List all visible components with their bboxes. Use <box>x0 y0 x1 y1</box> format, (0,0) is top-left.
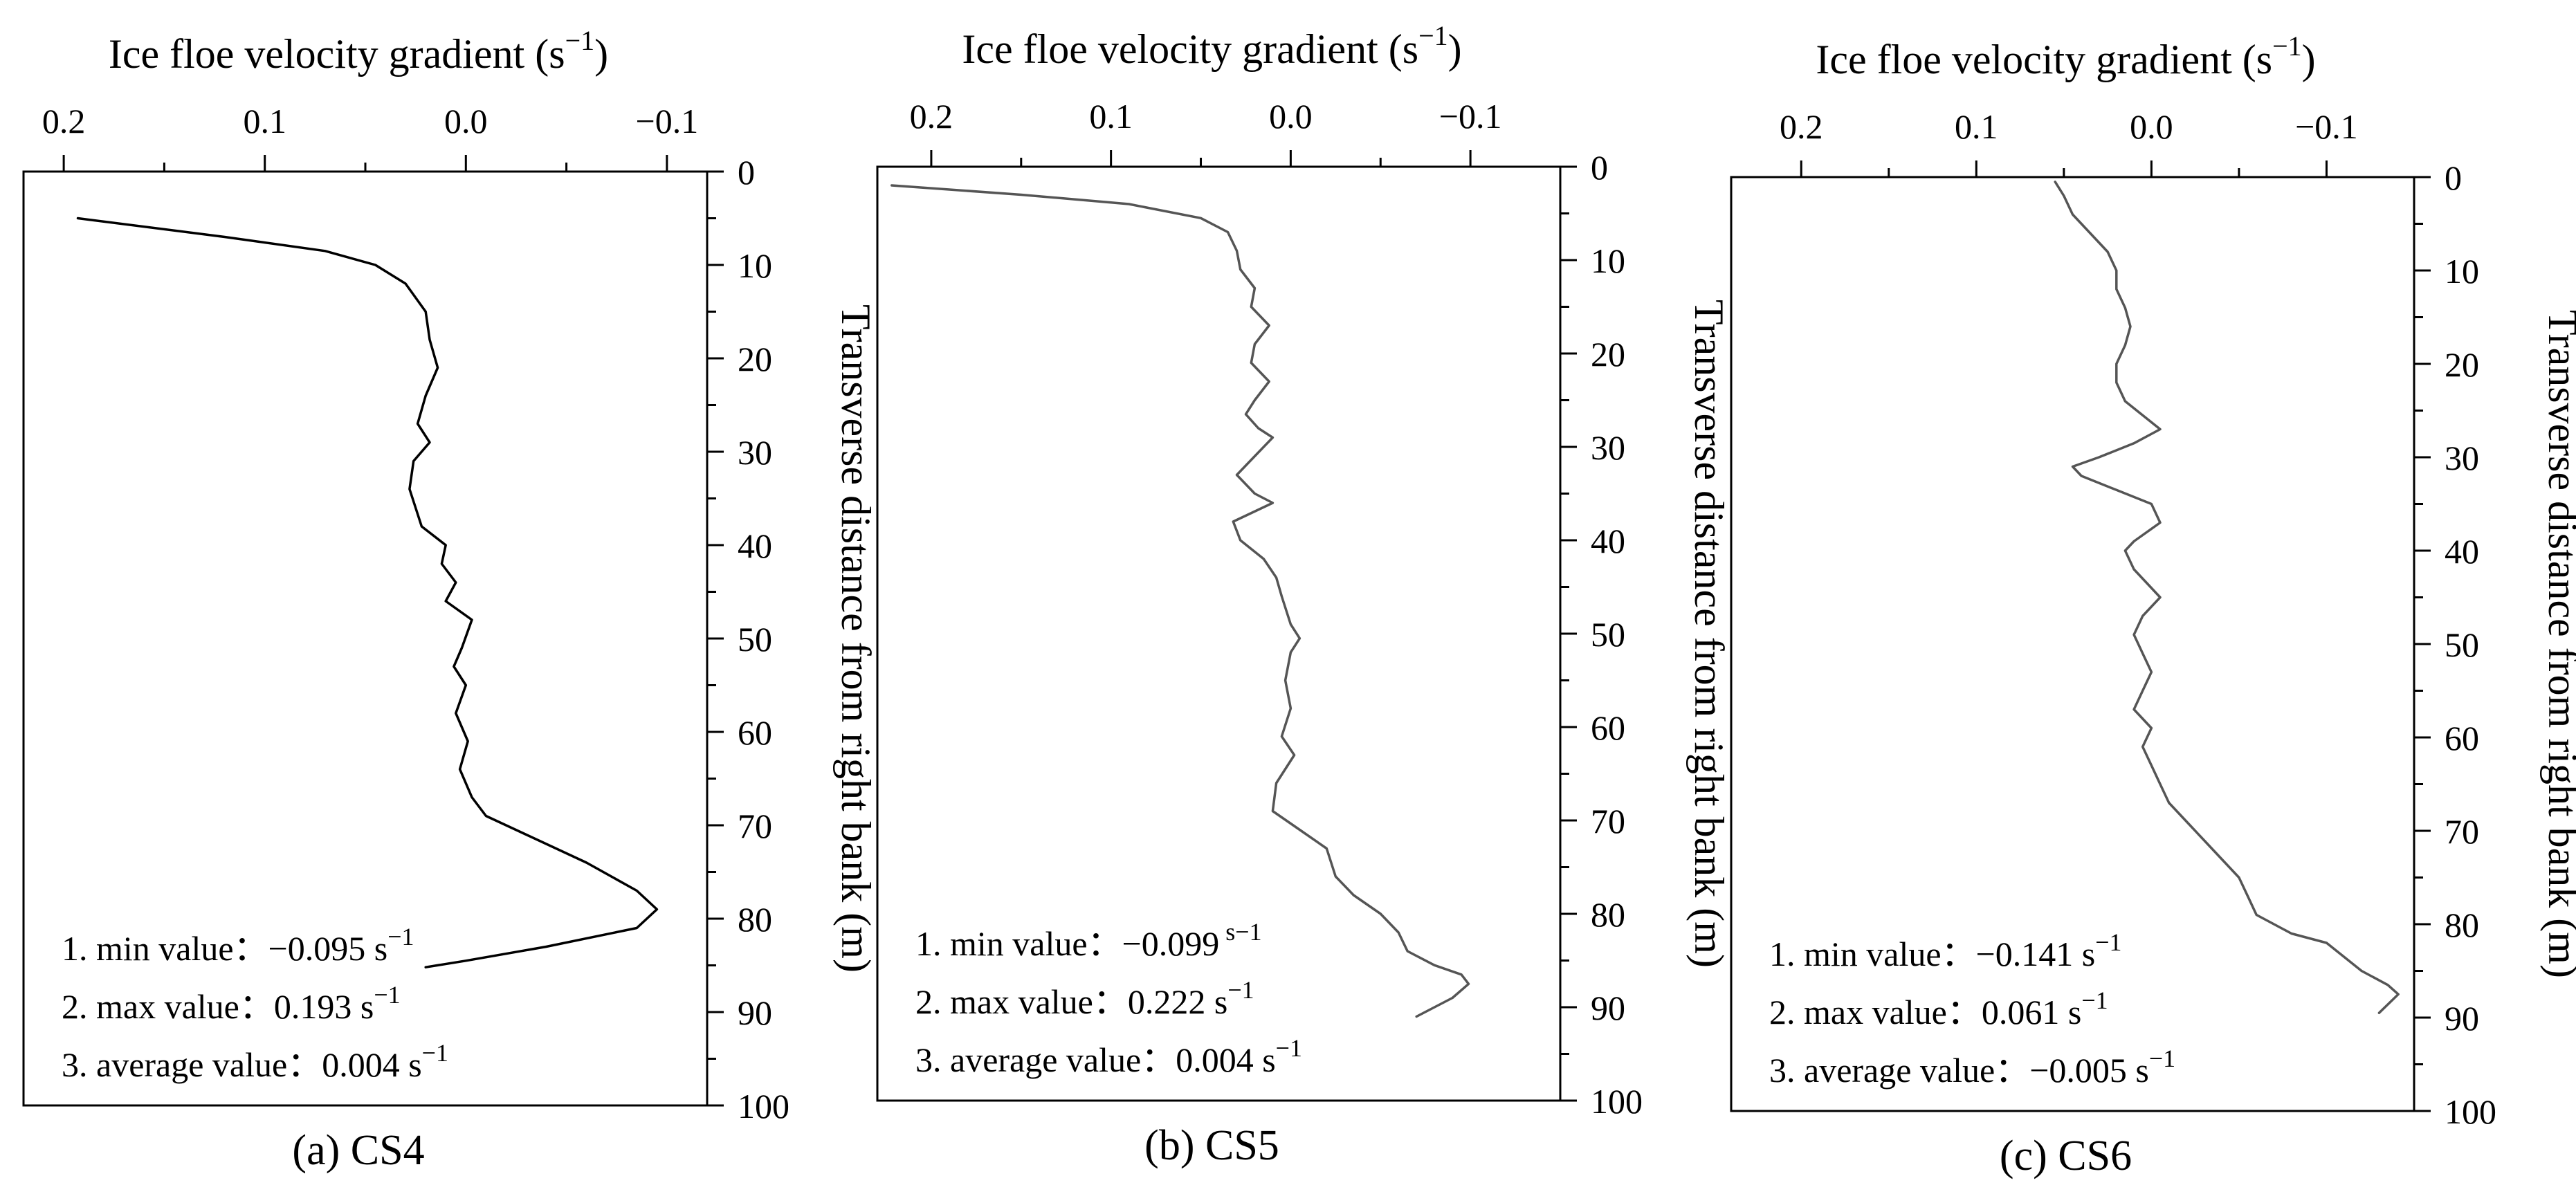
stats-annotation-line: 1. min value：−0.141 s−1 <box>1769 928 2122 973</box>
series-line-1 <box>890 184 1470 1018</box>
y-tick-label: 60 <box>1591 708 1625 747</box>
y-tick-label: 0 <box>2445 158 2462 197</box>
panel-caption: (b) CS5 <box>1144 1122 1279 1169</box>
y-tick-label: 20 <box>1591 335 1625 374</box>
stats-annotation: 1. min value：−0.141 s−1 2. max value：0.06… <box>1769 928 2175 1090</box>
y-tick-label: 0 <box>1591 148 1608 187</box>
chart-panel-1: 0.2 0.1 0.0 −0.1 Ice floe velocity gradient … <box>22 25 879 1174</box>
y-tick-label: 70 <box>1591 802 1625 840</box>
chart-panel-2: 0.2 0.1 0.0 −0.1 Ice floe velocity gradient … <box>876 20 1732 1169</box>
stats-annotation: 1. min value：−0.095 s−1 2. max value：0.19… <box>62 923 448 1084</box>
y-tick-label: 60 <box>738 713 772 752</box>
x-tick-label: 0.0 <box>2130 107 2173 146</box>
stats-annotation-line: 2. max value：0.222 s−1 <box>915 976 1254 1021</box>
x-tick-label: 0.2 <box>1780 107 1823 146</box>
stats-annotation-line: 2. max value：0.061 s−1 <box>1769 986 2108 1031</box>
panel-caption: (a) CS4 <box>292 1127 424 1174</box>
y-tick-label: 80 <box>738 900 772 939</box>
y-axis: 0 10 20 30 40 50 60 70 80 90 100 <box>2414 158 2496 1131</box>
stats-annotation-line: 1. min value：−0.095 s−1 <box>62 923 414 968</box>
x-tick-label: 0.2 <box>910 97 953 136</box>
x-axis: 0.2 0.1 0.0 −0.1 <box>910 97 1502 167</box>
x-axis-title: Ice floe velocity gradient (s−1) <box>109 25 608 77</box>
y-tick-label: 70 <box>2445 812 2479 851</box>
x-axis: 0.2 0.1 0.0 −0.1 <box>1780 107 2358 177</box>
y-tick-label: 100 <box>1591 1082 1643 1121</box>
x-tick-label: −0.1 <box>1439 97 1502 136</box>
y-tick-label: 40 <box>1591 522 1625 560</box>
y-tick-label: 40 <box>2445 532 2479 571</box>
y-tick-label: 20 <box>2445 345 2479 384</box>
stats-annotation-line: 3. average value：0.004 s−1 <box>915 1034 1302 1079</box>
stats-annotation-line: 2. max value：0.193 s−1 <box>62 981 401 1026</box>
x-tick-label: 0.0 <box>444 102 488 140</box>
x-tick-label: 0.2 <box>42 102 86 140</box>
y-axis-title: Transverse distance from right bank (m) <box>1686 300 1732 968</box>
x-tick-label: 0.1 <box>1955 107 1998 146</box>
x-axis-title: Ice floe velocity gradient (s−1) <box>1816 30 2315 82</box>
y-tick-label: 90 <box>1591 989 1625 1027</box>
series-line-1 <box>76 217 659 968</box>
y-tick-label: 30 <box>738 433 772 472</box>
y-tick-label: 90 <box>2445 999 2479 1038</box>
y-tick-label: 10 <box>2445 252 2479 291</box>
y-tick-label: 80 <box>1591 895 1625 934</box>
y-tick-label: 30 <box>2445 439 2479 477</box>
x-tick-label: 0.0 <box>1269 97 1313 136</box>
y-tick-label: 70 <box>738 807 772 845</box>
y-tick-label: 100 <box>2445 1092 2496 1131</box>
y-tick-label: 0 <box>738 153 755 192</box>
y-tick-label: 50 <box>738 620 772 659</box>
x-tick-label: 0.1 <box>243 102 286 140</box>
y-tick-label: 40 <box>738 526 772 565</box>
y-axis-title: Transverse distance from right bank (m) <box>2540 310 2576 978</box>
stats-annotation-line: 3. average value：−0.005 s−1 <box>1769 1045 2175 1090</box>
stats-annotation-line: 1. min value：−0.099 s−1 <box>915 918 1262 963</box>
y-tick-label: 90 <box>738 993 772 1032</box>
y-axis: 0 10 20 30 40 50 60 70 80 90 100 <box>1560 148 1643 1121</box>
y-tick-label: 80 <box>2445 906 2479 944</box>
y-axis: 0 10 20 30 40 50 60 70 80 90 100 <box>707 153 789 1126</box>
y-tick-label: 100 <box>738 1087 789 1126</box>
y-tick-label: 10 <box>738 246 772 285</box>
x-tick-label: 0.1 <box>1089 97 1133 136</box>
x-axis-title: Ice floe velocity gradient (s−1) <box>962 20 1461 72</box>
y-tick-label: 50 <box>2445 625 2479 664</box>
x-tick-label: −0.1 <box>2295 107 2358 146</box>
y-tick-label: 60 <box>2445 719 2479 757</box>
stats-annotation: 1. min value：−0.099 s−1 2. max value：0.22… <box>915 918 1302 1079</box>
x-axis: 0.2 0.1 0.0 −0.1 <box>42 102 698 172</box>
series-line-1 <box>2054 181 2400 1015</box>
stats-annotation-line: 3. average value：0.004 s−1 <box>62 1039 448 1084</box>
panel-caption: (c) CS6 <box>2000 1132 2132 1179</box>
y-tick-label: 30 <box>1591 428 1625 467</box>
y-tick-label: 10 <box>1591 241 1625 280</box>
y-tick-label: 20 <box>738 340 772 378</box>
chart-panel-3: 0.2 0.1 0.0 −0.1 Ice floe velocity gradient … <box>1730 30 2576 1179</box>
x-tick-label: −0.1 <box>636 102 699 140</box>
y-tick-label: 50 <box>1591 615 1625 654</box>
y-axis-title: Transverse distance from right bank (m) <box>833 304 879 973</box>
